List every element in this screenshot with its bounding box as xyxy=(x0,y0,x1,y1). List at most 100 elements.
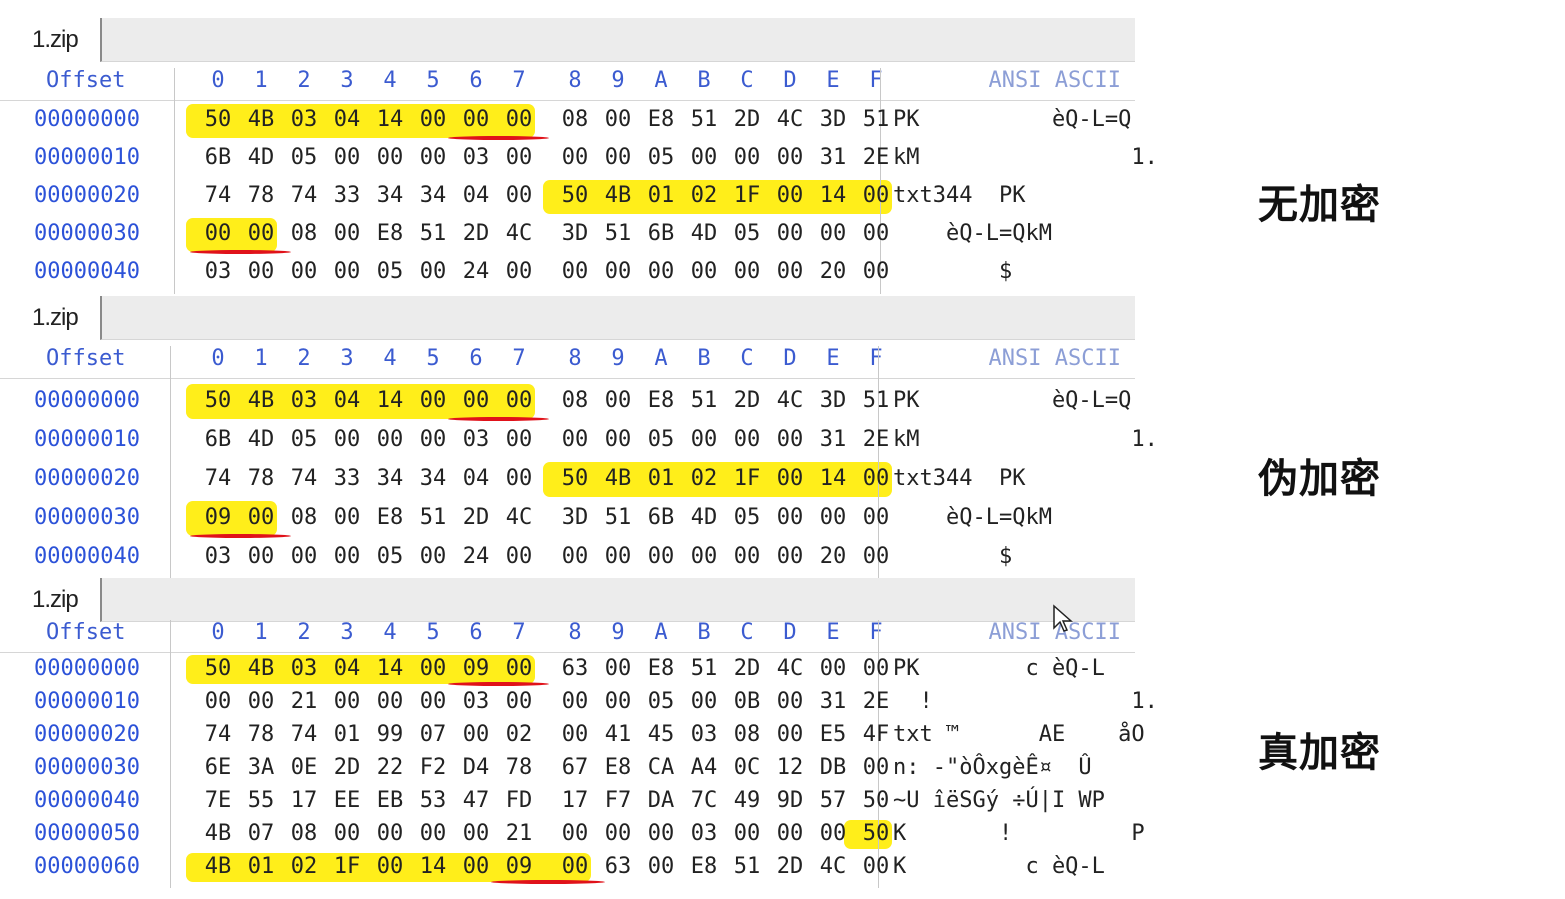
hex-byte[interactable]: 24 xyxy=(462,544,490,569)
hex-byte[interactable]: 00 xyxy=(333,544,361,569)
hex-byte[interactable]: 09 xyxy=(204,505,232,530)
hex-byte[interactable]: 00 xyxy=(376,821,404,846)
hex-byte[interactable]: 00 xyxy=(776,722,804,747)
hex-byte[interactable]: 00 xyxy=(505,145,533,170)
hex-byte[interactable]: 00 xyxy=(776,183,804,208)
hex-byte[interactable]: 51 xyxy=(733,854,761,879)
hex-byte[interactable]: 34 xyxy=(419,183,447,208)
hex-byte[interactable]: 00 xyxy=(647,821,675,846)
ascii-text[interactable]: PK èQ-L=Q xyxy=(893,107,1132,132)
hex-byte[interactable]: 08 xyxy=(561,107,589,132)
hex-byte[interactable]: 45 xyxy=(647,722,675,747)
hex-byte[interactable]: 03 xyxy=(690,821,718,846)
hex-byte[interactable]: EE xyxy=(333,788,361,813)
hex-byte[interactable]: 00 xyxy=(690,145,718,170)
hex-byte[interactable]: 74 xyxy=(204,722,232,747)
file-tab[interactable]: 1.zip xyxy=(0,578,98,622)
hex-byte[interactable]: 00 xyxy=(290,259,318,284)
hex-byte[interactable]: 4B xyxy=(247,656,275,681)
hex-byte[interactable]: 50 xyxy=(862,821,890,846)
hex-byte[interactable]: 00 xyxy=(247,259,275,284)
hex-byte[interactable]: 03 xyxy=(462,427,490,452)
hex-byte[interactable]: E8 xyxy=(376,221,404,246)
hex-byte[interactable]: DA xyxy=(647,788,675,813)
hex-byte[interactable]: 00 xyxy=(333,221,361,246)
hex-byte[interactable]: 9D xyxy=(776,788,804,813)
ascii-text[interactable]: kM 1. xyxy=(893,427,1158,452)
hex-byte[interactable]: 34 xyxy=(419,466,447,491)
hex-byte[interactable]: 12 xyxy=(776,755,804,780)
hex-byte[interactable]: 33 xyxy=(333,466,361,491)
hex-byte[interactable]: 00 xyxy=(733,427,761,452)
hex-byte[interactable]: 55 xyxy=(247,788,275,813)
hex-byte[interactable]: 00 xyxy=(376,854,404,879)
hex-byte[interactable]: 00 xyxy=(561,145,589,170)
ascii-text[interactable]: ~U îëSGý ÷Ú|I WP xyxy=(893,788,1105,813)
ascii-text[interactable]: $ xyxy=(893,544,1013,569)
hex-byte[interactable]: 00 xyxy=(604,427,632,452)
hex-byte[interactable]: 6E xyxy=(204,755,232,780)
hex-byte[interactable]: 00 xyxy=(333,821,361,846)
hex-byte[interactable]: 2D xyxy=(733,656,761,681)
hex-byte[interactable]: 7E xyxy=(204,788,232,813)
hex-byte[interactable]: E8 xyxy=(604,755,632,780)
hex-byte[interactable]: 20 xyxy=(819,544,847,569)
hex-byte[interactable]: 08 xyxy=(290,221,318,246)
hex-byte[interactable]: 03 xyxy=(290,388,318,413)
hex-byte[interactable]: 00 xyxy=(733,259,761,284)
hex-byte[interactable]: 00 xyxy=(376,689,404,714)
ascii-text[interactable]: $ xyxy=(893,259,1013,284)
hex-byte[interactable]: 31 xyxy=(819,689,847,714)
hex-byte[interactable]: 00 xyxy=(561,821,589,846)
hex-byte[interactable]: 4C xyxy=(776,656,804,681)
hex-byte[interactable]: 00 xyxy=(819,221,847,246)
hex-byte[interactable]: 00 xyxy=(462,107,490,132)
hex-byte[interactable]: 09 xyxy=(505,854,533,879)
hex-byte[interactable]: 2E xyxy=(862,689,890,714)
hex-byte[interactable]: 00 xyxy=(419,821,447,846)
hex-byte[interactable]: 00 xyxy=(604,544,632,569)
hex-byte[interactable]: 00 xyxy=(862,544,890,569)
hex-byte[interactable]: 78 xyxy=(247,722,275,747)
hex-byte[interactable]: 4C xyxy=(505,505,533,530)
hex-byte[interactable]: 33 xyxy=(333,183,361,208)
hex-byte[interactable]: 00 xyxy=(776,145,804,170)
hex-byte[interactable]: 53 xyxy=(419,788,447,813)
hex-byte[interactable]: CA xyxy=(647,755,675,780)
hex-byte[interactable]: 21 xyxy=(505,821,533,846)
hex-byte[interactable]: 00 xyxy=(776,427,804,452)
hex-byte[interactable]: E8 xyxy=(647,656,675,681)
hex-byte[interactable]: 05 xyxy=(376,544,404,569)
hex-byte[interactable]: 4D xyxy=(690,221,718,246)
hex-byte[interactable]: 4C xyxy=(819,854,847,879)
hex-byte[interactable]: 57 xyxy=(819,788,847,813)
hex-byte[interactable]: 00 xyxy=(561,259,589,284)
hex-byte[interactable]: 03 xyxy=(462,689,490,714)
hex-byte[interactable]: 74 xyxy=(204,183,232,208)
hex-byte[interactable]: 00 xyxy=(247,544,275,569)
hex-byte[interactable]: 1F xyxy=(733,183,761,208)
hex-byte[interactable]: 00 xyxy=(819,821,847,846)
hex-byte[interactable]: 00 xyxy=(561,854,589,879)
hex-byte[interactable]: 00 xyxy=(862,221,890,246)
hex-byte[interactable]: 2E xyxy=(862,427,890,452)
hex-byte[interactable]: 00 xyxy=(776,544,804,569)
hex-byte[interactable]: 00 xyxy=(505,689,533,714)
hex-byte[interactable]: 6B xyxy=(204,145,232,170)
hex-byte[interactable]: 21 xyxy=(290,689,318,714)
hex-byte[interactable]: 02 xyxy=(505,722,533,747)
hex-byte[interactable]: 14 xyxy=(419,854,447,879)
hex-byte[interactable]: 00 xyxy=(376,427,404,452)
hex-byte[interactable]: 00 xyxy=(204,221,232,246)
hex-byte[interactable]: 08 xyxy=(561,388,589,413)
hex-byte[interactable]: 00 xyxy=(604,259,632,284)
hex-byte[interactable]: 00 xyxy=(505,656,533,681)
hex-byte[interactable]: 00 xyxy=(505,388,533,413)
hex-byte[interactable]: 00 xyxy=(505,183,533,208)
hex-byte[interactable]: 00 xyxy=(604,689,632,714)
hex-byte[interactable]: 00 xyxy=(819,656,847,681)
hex-byte[interactable]: 1F xyxy=(333,854,361,879)
hex-byte[interactable]: 20 xyxy=(819,259,847,284)
hex-byte[interactable]: 00 xyxy=(376,145,404,170)
hex-byte[interactable]: 00 xyxy=(862,183,890,208)
